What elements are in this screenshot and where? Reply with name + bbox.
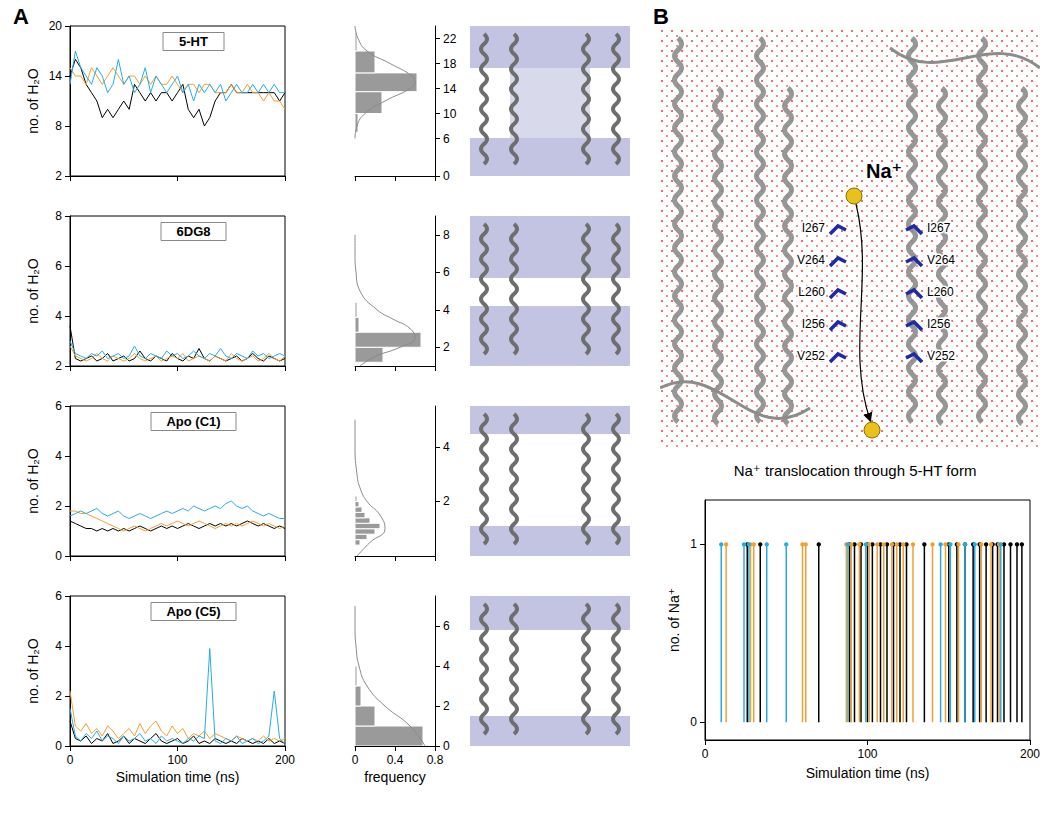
svg-text:no. of Na⁺: no. of Na⁺ bbox=[666, 588, 682, 652]
svg-text:100: 100 bbox=[857, 747, 877, 761]
svg-text:A: A bbox=[13, 4, 29, 29]
svg-text:no. of H₂O: no. of H₂O bbox=[25, 638, 41, 703]
svg-text:4: 4 bbox=[443, 659, 450, 673]
svg-text:6: 6 bbox=[55, 259, 62, 273]
svg-text:no. of H₂O: no. of H₂O bbox=[25, 448, 41, 513]
svg-text:I256: I256 bbox=[802, 317, 826, 331]
svg-text:200: 200 bbox=[275, 753, 295, 767]
svg-text:I267: I267 bbox=[927, 221, 951, 235]
svg-text:6: 6 bbox=[443, 619, 450, 633]
svg-text:2: 2 bbox=[55, 169, 62, 183]
svg-text:4: 4 bbox=[443, 440, 450, 454]
svg-text:0: 0 bbox=[67, 753, 74, 767]
svg-text:6DG8: 6DG8 bbox=[177, 224, 211, 239]
svg-text:2: 2 bbox=[55, 499, 62, 513]
svg-text:Apo (C1): Apo (C1) bbox=[166, 414, 220, 429]
svg-text:Apo (C5): Apo (C5) bbox=[166, 604, 220, 619]
svg-text:2: 2 bbox=[443, 494, 450, 508]
svg-text:Simulation time (ns): Simulation time (ns) bbox=[116, 769, 240, 785]
svg-text:200: 200 bbox=[1020, 747, 1040, 761]
svg-text:I256: I256 bbox=[927, 317, 951, 331]
svg-text:5-HT: 5-HT bbox=[179, 34, 208, 49]
svg-text:0: 0 bbox=[443, 739, 450, 753]
svg-text:V252: V252 bbox=[797, 349, 825, 363]
svg-text:6: 6 bbox=[443, 132, 450, 146]
svg-text:0: 0 bbox=[55, 549, 62, 563]
svg-text:V264: V264 bbox=[927, 253, 955, 267]
svg-text:8: 8 bbox=[55, 119, 62, 133]
svg-text:2: 2 bbox=[55, 689, 62, 703]
svg-text:Simulation time (ns): Simulation time (ns) bbox=[806, 765, 930, 781]
svg-text:10: 10 bbox=[443, 107, 457, 121]
svg-text:Na⁺: Na⁺ bbox=[866, 160, 902, 182]
svg-text:no. of H₂O: no. of H₂O bbox=[25, 258, 41, 323]
svg-text:0: 0 bbox=[55, 739, 62, 753]
svg-text:I267: I267 bbox=[802, 221, 826, 235]
svg-text:18: 18 bbox=[443, 57, 457, 71]
svg-text:0.8: 0.8 bbox=[427, 753, 444, 767]
svg-text:14: 14 bbox=[443, 82, 457, 96]
svg-text:8: 8 bbox=[443, 228, 450, 242]
svg-text:Na⁺ translocation through 5-HT: Na⁺ translocation through 5-HT form bbox=[734, 462, 977, 479]
svg-text:no. of H₂O: no. of H₂O bbox=[25, 68, 41, 133]
svg-text:20: 20 bbox=[49, 19, 63, 33]
svg-text:6: 6 bbox=[55, 589, 62, 603]
svg-text:2: 2 bbox=[55, 359, 62, 373]
svg-text:L260: L260 bbox=[798, 285, 825, 299]
svg-text:L260: L260 bbox=[927, 285, 954, 299]
svg-text:1: 1 bbox=[690, 537, 697, 551]
svg-text:V252: V252 bbox=[927, 349, 955, 363]
svg-text:6: 6 bbox=[443, 265, 450, 279]
svg-text:4: 4 bbox=[55, 309, 62, 323]
svg-text:0: 0 bbox=[702, 747, 709, 761]
svg-text:V264: V264 bbox=[797, 253, 825, 267]
svg-text:8: 8 bbox=[55, 209, 62, 223]
svg-text:0: 0 bbox=[690, 715, 697, 729]
svg-text:4: 4 bbox=[55, 639, 62, 653]
svg-text:B: B bbox=[653, 4, 669, 29]
svg-text:0: 0 bbox=[352, 753, 359, 767]
svg-text:22: 22 bbox=[443, 32, 457, 46]
svg-text:100: 100 bbox=[167, 753, 187, 767]
svg-text:4: 4 bbox=[55, 449, 62, 463]
svg-text:14: 14 bbox=[49, 69, 63, 83]
svg-text:0: 0 bbox=[443, 169, 450, 183]
svg-text:2: 2 bbox=[443, 699, 450, 713]
svg-text:frequency: frequency bbox=[364, 769, 425, 785]
svg-text:2: 2 bbox=[443, 340, 450, 354]
svg-text:6: 6 bbox=[55, 399, 62, 413]
svg-text:0.4: 0.4 bbox=[387, 753, 404, 767]
svg-text:4: 4 bbox=[443, 303, 450, 317]
